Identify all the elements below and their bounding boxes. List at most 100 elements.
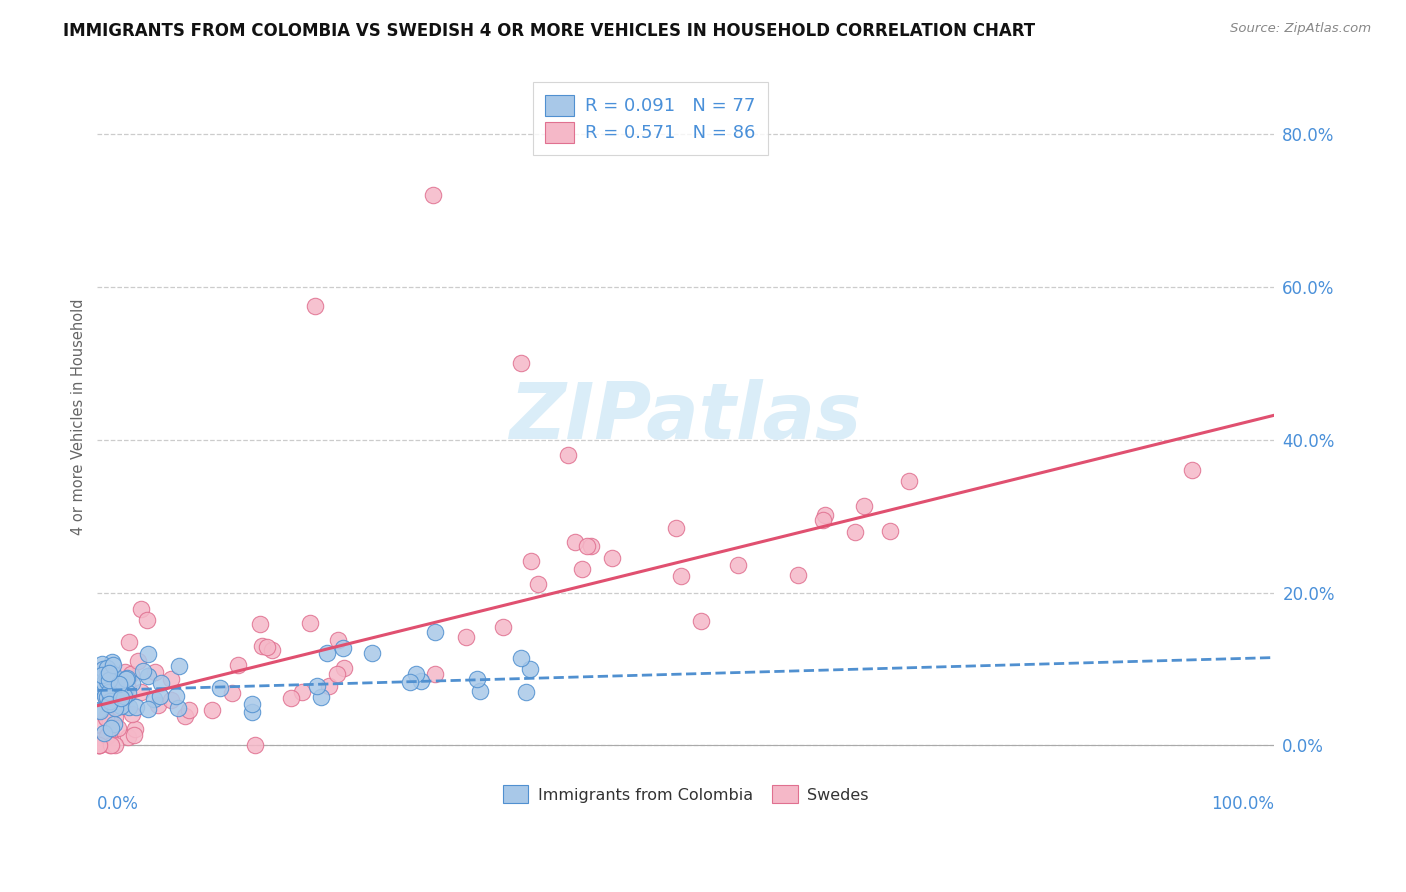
Point xyxy=(89,668,111,682)
Point xyxy=(115,677,138,691)
Point xyxy=(107,677,129,691)
Text: ZIPatlas: ZIPatlas xyxy=(509,379,862,455)
Point xyxy=(87,738,110,752)
Point xyxy=(103,689,125,703)
Point xyxy=(94,711,117,725)
Point xyxy=(149,689,172,703)
Point xyxy=(114,665,136,679)
Point xyxy=(101,669,124,683)
Point xyxy=(98,673,121,687)
Point xyxy=(689,615,711,629)
Point xyxy=(87,703,110,717)
Point xyxy=(105,690,128,704)
Point xyxy=(423,624,446,639)
Point xyxy=(132,664,155,678)
Point xyxy=(97,673,120,687)
Point xyxy=(94,689,117,703)
Point xyxy=(309,690,332,704)
Point xyxy=(110,690,132,705)
Point xyxy=(136,647,159,661)
Point xyxy=(519,662,541,676)
Point xyxy=(117,731,139,745)
Point xyxy=(101,657,124,672)
Point xyxy=(160,692,183,706)
Point xyxy=(581,539,603,553)
Point xyxy=(332,641,354,656)
Text: 100.0%: 100.0% xyxy=(1211,795,1274,814)
Point xyxy=(98,673,121,687)
Point xyxy=(844,525,866,540)
Point xyxy=(91,662,114,676)
Point xyxy=(114,690,136,704)
Point xyxy=(576,539,599,553)
Text: 0.0%: 0.0% xyxy=(97,795,139,814)
Point xyxy=(100,738,122,752)
Point xyxy=(456,630,478,644)
Point xyxy=(165,689,187,703)
Point xyxy=(87,738,110,752)
Point xyxy=(411,673,433,688)
Point xyxy=(121,675,143,690)
Point xyxy=(143,665,166,679)
Point xyxy=(98,695,121,709)
Point xyxy=(304,299,326,313)
Point xyxy=(93,676,115,690)
Point xyxy=(93,687,115,701)
Point xyxy=(93,666,115,681)
Point xyxy=(399,674,422,689)
Point xyxy=(177,703,200,717)
Point xyxy=(94,683,117,698)
Point xyxy=(136,702,159,716)
Point xyxy=(898,474,921,488)
Point xyxy=(226,658,249,673)
Point xyxy=(96,674,118,689)
Point xyxy=(122,728,145,742)
Point xyxy=(853,499,876,513)
Point xyxy=(174,709,197,723)
Point xyxy=(100,721,122,735)
Point xyxy=(101,667,124,681)
Point xyxy=(89,677,111,691)
Point xyxy=(1180,463,1202,477)
Point xyxy=(422,188,444,202)
Point xyxy=(262,643,284,657)
Point xyxy=(98,694,121,708)
Point xyxy=(97,666,120,681)
Point xyxy=(665,521,688,535)
Point xyxy=(727,558,749,572)
Point xyxy=(333,661,356,675)
Point xyxy=(571,562,593,576)
Point xyxy=(87,664,110,678)
Point xyxy=(879,524,901,538)
Point xyxy=(124,722,146,736)
Point xyxy=(167,659,190,673)
Point xyxy=(814,508,837,522)
Point xyxy=(97,727,120,741)
Point xyxy=(118,699,141,714)
Point xyxy=(249,616,271,631)
Point xyxy=(100,674,122,689)
Point xyxy=(103,717,125,731)
Point xyxy=(104,738,127,752)
Point xyxy=(107,721,129,735)
Point xyxy=(118,635,141,649)
Point xyxy=(509,356,531,370)
Point xyxy=(120,666,142,681)
Point xyxy=(87,716,110,731)
Point xyxy=(101,655,124,669)
Text: Source: ZipAtlas.com: Source: ZipAtlas.com xyxy=(1230,22,1371,36)
Point xyxy=(96,690,118,704)
Point xyxy=(98,714,121,728)
Point xyxy=(299,616,322,631)
Point xyxy=(167,700,190,714)
Point xyxy=(291,684,314,698)
Point xyxy=(326,633,349,648)
Point xyxy=(564,535,586,549)
Point xyxy=(360,647,382,661)
Point xyxy=(129,684,152,698)
Point xyxy=(125,699,148,714)
Point xyxy=(115,672,138,686)
Point xyxy=(813,512,835,526)
Point xyxy=(600,550,623,565)
Point xyxy=(112,689,135,703)
